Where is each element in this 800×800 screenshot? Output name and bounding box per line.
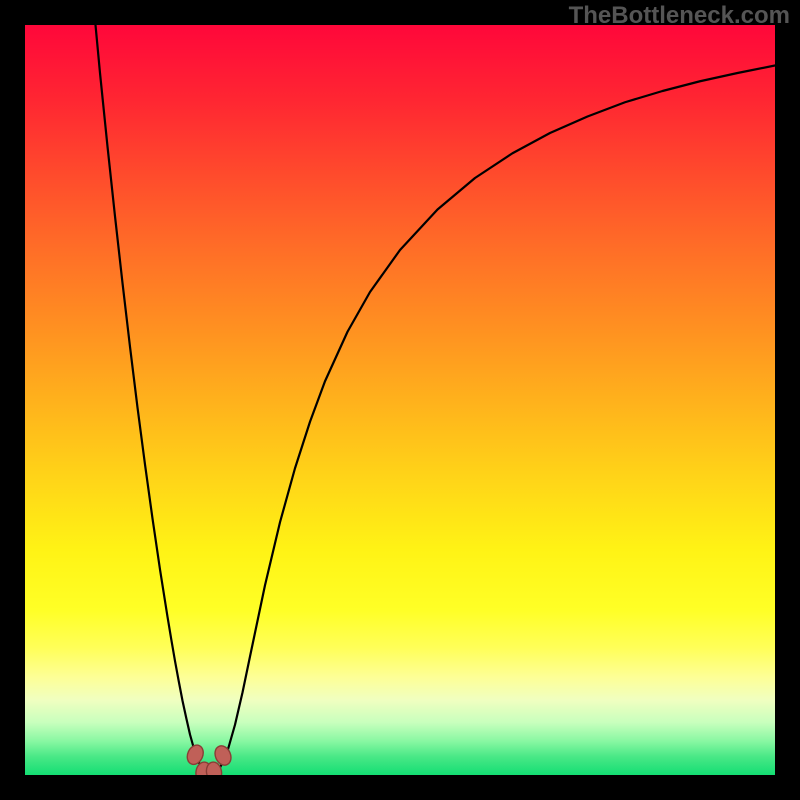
chart-svg (25, 25, 775, 775)
plot-area (25, 25, 775, 775)
watermark-text: TheBottleneck.com (569, 2, 790, 30)
chart-frame: TheBottleneck.com (0, 0, 800, 800)
